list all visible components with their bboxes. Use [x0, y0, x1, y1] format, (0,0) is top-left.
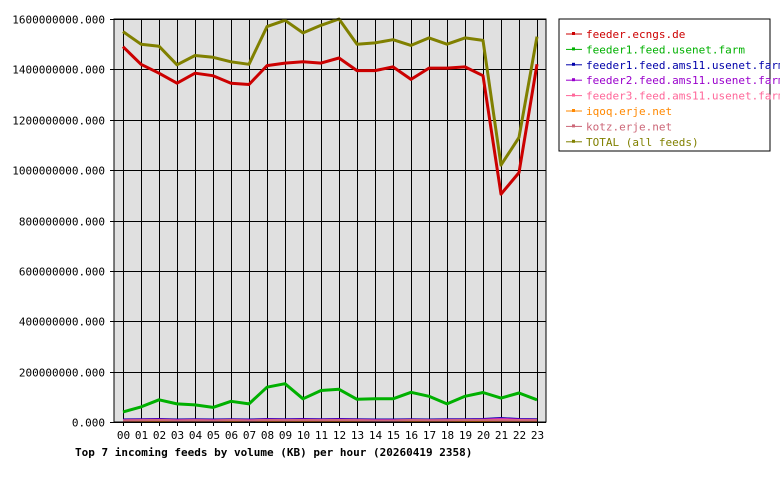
x-tick-label: 01: [135, 429, 148, 442]
x-tick-label: 20: [477, 429, 490, 442]
x-tick-label: 17: [423, 429, 436, 442]
x-tick-label: 02: [153, 429, 166, 442]
x-tick-label: 06: [225, 429, 238, 442]
x-tick-label: 23: [531, 429, 544, 442]
x-tick-label: 05: [207, 429, 220, 442]
x-tick-label: 16: [405, 429, 418, 442]
x-tick-label: 19: [459, 429, 472, 442]
legend-marker: [572, 139, 575, 143]
x-tick-label: 11: [315, 429, 328, 442]
x-tick-label: 14: [369, 429, 383, 442]
series-line: [122, 382, 538, 414]
legend-label: TOTAL (all feeds): [586, 136, 699, 149]
x-tick-label: 22: [513, 429, 526, 442]
plot-area: [114, 19, 546, 422]
series-line: [122, 17, 539, 167]
y-tick-label: 200000000.000: [19, 367, 105, 380]
y-tick-label: 800000000.000: [19, 216, 105, 229]
x-tick-label: 04: [189, 429, 203, 442]
grid-lines: [110, 19, 546, 426]
x-tick-labels: 00 01 02 03 04 05 06 07 08 09 10 11 12 13 14 15 16 17 18 19…: [117, 429, 544, 442]
x-tick-label: 10: [297, 429, 310, 442]
legend-marker: [572, 78, 575, 82]
legend-label: feeder2.feed.ams11.usenet.farm: [586, 74, 780, 87]
x-tick-label: 09: [279, 429, 292, 442]
y-tick-label: 1600000000.000: [12, 14, 105, 27]
plot-frame: [113, 18, 547, 423]
legend-box: [558, 18, 771, 152]
legend-label: feeder3.feed.ams11.usenet.farm: [586, 90, 780, 103]
legend-marker: [572, 93, 575, 97]
chart-title: Top 7 incoming feeds by volume (KB) per …: [75, 446, 472, 459]
y-tick-label: 1200000000.000: [12, 115, 105, 128]
y-tick-label: 1400000000.000: [12, 64, 105, 77]
series-lines: [121, 17, 539, 422]
legend-marker: [572, 47, 575, 51]
x-tick-label: 03: [171, 429, 184, 442]
legend-label: feeder1.feed.ams11.usenet.farm: [586, 59, 780, 72]
legend: feeder.ecngs.de feeder1.feed.usenet.farm f…: [558, 18, 780, 152]
legend-marker: [572, 109, 575, 112]
x-tick-label: 15: [387, 429, 400, 442]
y-tick-labels: 0.000 200000000.000 400000000.000 600000000…: [12, 14, 105, 430]
legend-label: kotz.erje.net: [586, 120, 672, 133]
legend-marker: [572, 124, 575, 128]
series-line: [121, 45, 539, 196]
legend-label: feeder.ecngs.de: [586, 28, 685, 41]
x-tick-label: 00: [117, 429, 130, 442]
x-tick-label: 07: [243, 429, 256, 442]
y-tick-label: 1000000000.000: [12, 165, 105, 178]
x-tick-label: 18: [441, 429, 454, 442]
x-tick-label: 12: [333, 429, 346, 442]
y-tick-label: 600000000.000: [19, 266, 105, 279]
legend-label: feeder1.feed.usenet.farm: [586, 43, 745, 56]
x-tick-label: 21: [495, 429, 508, 442]
y-tick-label: 400000000.000: [19, 316, 105, 329]
x-tick-label: 08: [261, 429, 274, 442]
legend-marker: [572, 32, 575, 35]
legend-items: feeder.ecngs.de feeder1.feed.usenet.farm f…: [566, 28, 780, 149]
legend-marker: [572, 62, 575, 66]
y-tick-label: 0.000: [72, 417, 105, 430]
series-line: [122, 419, 537, 422]
legend-label: iqoq.erje.net: [586, 105, 672, 118]
x-tick-label: 13: [351, 429, 364, 442]
